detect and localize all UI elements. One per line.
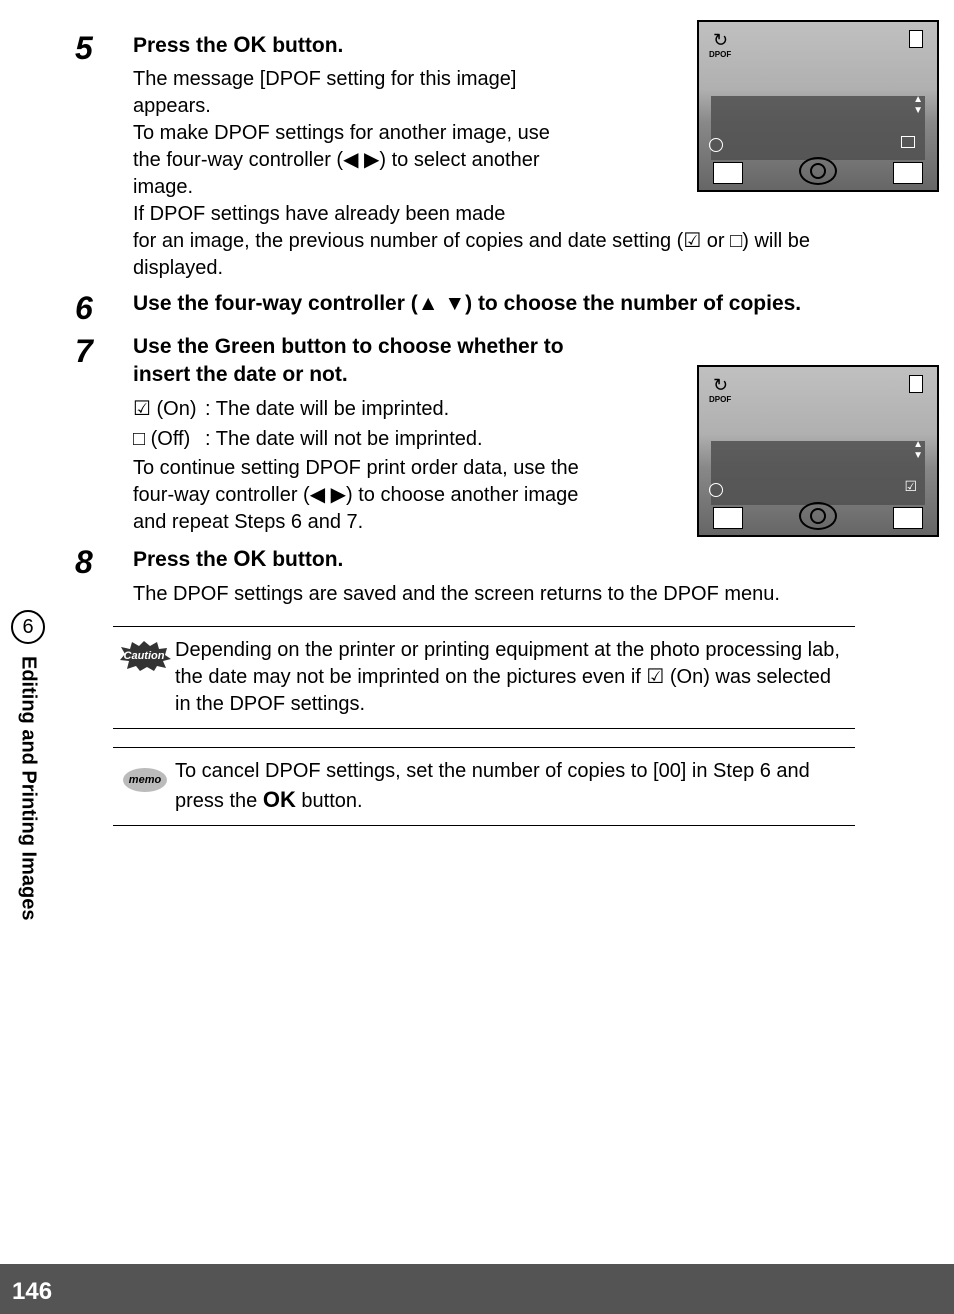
step-body-after: To continue setting DPOF print order dat…	[133, 455, 593, 536]
rec-icon	[709, 138, 723, 152]
option-desc: : The date will not be imprinted.	[205, 425, 583, 453]
option-mark: □ (Off)	[133, 425, 205, 453]
step-number: 5	[75, 30, 133, 282]
chapter-number-circle: 6	[11, 610, 45, 644]
caution-text: Depending on the printer or printing equ…	[175, 637, 847, 718]
ok-label: OK	[233, 546, 266, 571]
step-body-text: The message [DPOF setting for this image…	[133, 66, 583, 228]
dial-icon	[799, 502, 837, 530]
bottom-box-right	[893, 162, 923, 184]
title-part: button.	[266, 548, 343, 571]
step-6: 6 Use the four-way controller (▲ ▼) to c…	[75, 290, 855, 324]
step-8: 8 Press the OK button. The DPOF settings…	[75, 544, 855, 607]
option-row-on: ☑ (On) : The date will be imprinted.	[133, 395, 583, 423]
step-number: 6	[75, 290, 133, 324]
bottom-box-left	[713, 507, 743, 529]
caution-label: Caution	[117, 641, 171, 671]
bottom-box-left	[713, 162, 743, 184]
chapter-label: Editing and Printing Images	[17, 656, 40, 920]
title-part: button.	[266, 34, 343, 57]
camera-screen-illustration-2: ↻ DPOF ▲▼ ☑	[697, 365, 939, 537]
title-part: Press the	[133, 548, 233, 571]
step-number: 7	[75, 333, 133, 537]
step-body-text: The DPOF settings are saved and the scre…	[133, 581, 893, 608]
checkbox-empty	[901, 136, 915, 148]
overlay-strip	[711, 96, 925, 160]
dpof-icon: ↻	[713, 375, 728, 396]
step-number: 8	[75, 544, 133, 607]
memo-icon: memo	[113, 758, 175, 815]
camera-screen-illustration-1: ↻ DPOF ▲▼	[697, 20, 939, 192]
dpof-label: DPOF	[709, 395, 731, 404]
title-part: Press the	[133, 34, 233, 57]
updown-icon: ▲▼	[913, 94, 923, 116]
ok-label: OK	[233, 32, 266, 57]
step-title: Use the four-way controller (▲ ▼) to cho…	[133, 290, 893, 318]
checkbox-checked-icon: ☑	[904, 478, 917, 495]
option-desc: : The date will be imprinted.	[205, 395, 583, 423]
side-chapter-tab: 6 Editing and Printing Images	[0, 610, 56, 1010]
option-row-off: □ (Off) : The date will not be imprinted…	[133, 425, 583, 453]
option-mark: ☑ (On)	[133, 395, 205, 423]
step-body-text-wide: for an image, the previous number of cop…	[133, 228, 893, 282]
overlay-strip	[711, 441, 925, 505]
dpof-icon: ↻	[713, 30, 728, 51]
dpof-label: DPOF	[709, 50, 731, 59]
footer-bar: 146	[0, 1264, 954, 1314]
updown-icon: ▲▼	[913, 439, 923, 461]
page-number: 146	[12, 1278, 52, 1306]
memo-callout: memo To cancel DPOF settings, set the nu…	[113, 747, 855, 826]
ok-label: OK	[263, 787, 296, 812]
caution-callout: Caution Depending on the printer or prin…	[113, 626, 855, 729]
memo-text: To cancel DPOF settings, set the number …	[175, 758, 847, 815]
step-title: Press the OK button.	[133, 544, 893, 574]
memo-label: memo	[123, 768, 167, 792]
caution-icon: Caution	[113, 637, 175, 718]
rec-icon	[709, 483, 723, 497]
card-icon	[909, 375, 923, 393]
dial-icon	[799, 157, 837, 185]
card-icon	[909, 30, 923, 48]
memo-part: button.	[296, 790, 363, 812]
step-title: Use the Green button to choose whether t…	[133, 333, 583, 390]
bottom-box-right	[893, 507, 923, 529]
